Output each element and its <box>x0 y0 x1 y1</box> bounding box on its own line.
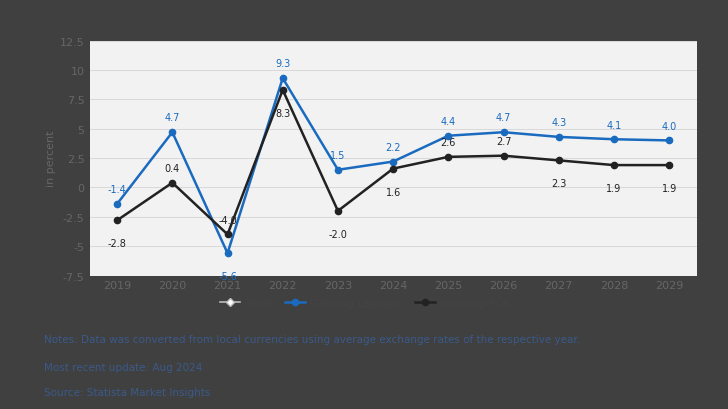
Text: -5.6: -5.6 <box>218 272 237 281</box>
Text: 2.2: 2.2 <box>385 142 401 153</box>
Text: 4.7: 4.7 <box>496 113 511 123</box>
Text: 2.7: 2.7 <box>496 137 511 146</box>
Text: 4.7: 4.7 <box>165 113 180 123</box>
Text: -1.4: -1.4 <box>108 185 127 195</box>
Text: 1.9: 1.9 <box>662 184 677 194</box>
Y-axis label: in percent: in percent <box>46 130 56 187</box>
Text: Most recent update: Aug 2024: Most recent update: Aug 2024 <box>44 362 203 372</box>
Text: 2.3: 2.3 <box>551 179 566 189</box>
Text: 4.4: 4.4 <box>440 117 456 127</box>
Text: 1.9: 1.9 <box>606 184 622 194</box>
Text: -4.0: -4.0 <box>218 215 237 225</box>
Text: 9.3: 9.3 <box>275 59 290 69</box>
Text: Source: Statista Market Insights: Source: Statista Market Insights <box>44 387 211 397</box>
Text: 4.1: 4.1 <box>606 120 622 130</box>
Text: 2.6: 2.6 <box>440 138 456 148</box>
Text: 0.4: 0.4 <box>165 164 180 173</box>
Text: 8.3: 8.3 <box>275 109 290 119</box>
Text: 1.6: 1.6 <box>386 187 400 197</box>
Text: -2.8: -2.8 <box>108 239 127 249</box>
Text: 4.3: 4.3 <box>551 118 566 128</box>
Text: 4.0: 4.0 <box>662 121 677 131</box>
Text: Notes: Data was converted from local currencies using average exchange rates of : Notes: Data was converted from local cur… <box>44 335 581 344</box>
Text: 1.5: 1.5 <box>331 151 346 161</box>
Text: -2.0: -2.0 <box>328 229 347 239</box>
Legend: Total, Gaming Laptops, Gaming PCs: Total, Gaming Laptops, Gaming PCs <box>215 294 513 312</box>
